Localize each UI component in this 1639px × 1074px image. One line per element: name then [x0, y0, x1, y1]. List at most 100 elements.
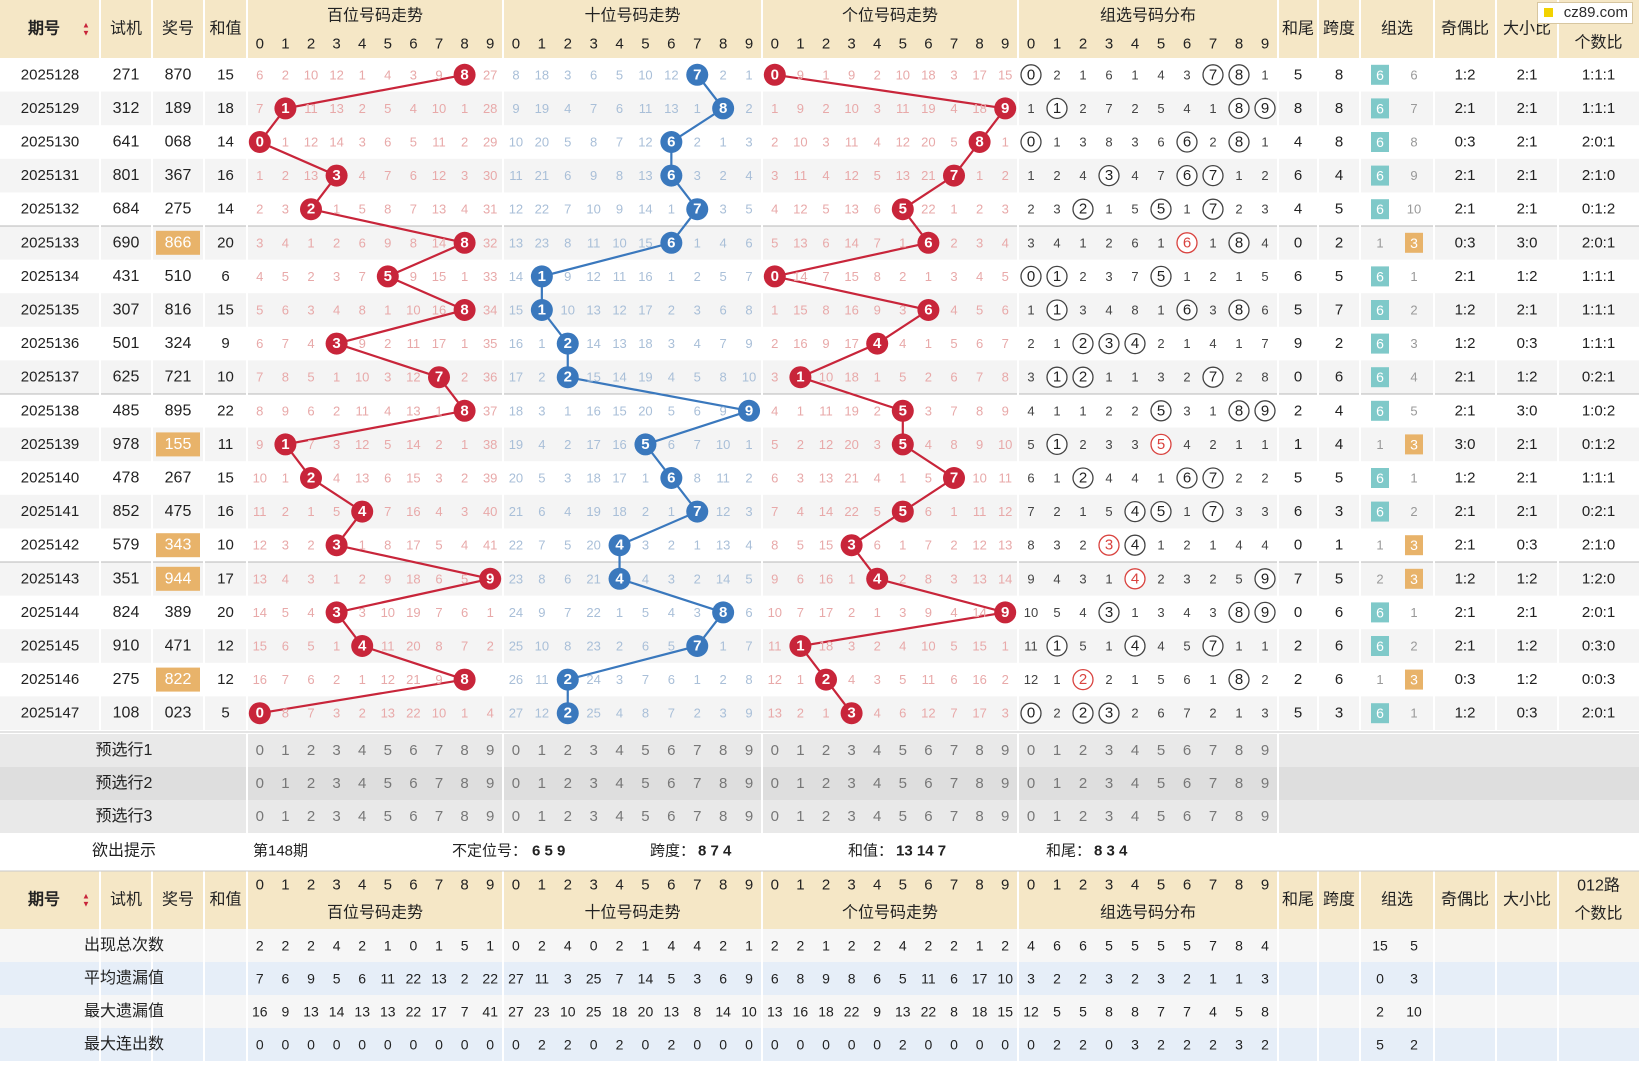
- miss-count: 3: [616, 672, 623, 687]
- stats-label: 最大遗漏值: [84, 1002, 164, 1020]
- miss-count: 16: [793, 336, 807, 351]
- group-miss-count: 1: [1157, 471, 1164, 486]
- miss-count: 2: [720, 67, 727, 82]
- group-miss-count: 1: [1235, 706, 1242, 721]
- miss-count: 1: [1002, 639, 1009, 654]
- group-hit-digit: 8: [1235, 302, 1243, 319]
- hit-ball-digit: 9: [1001, 604, 1009, 621]
- stats-value: 5: [1105, 938, 1113, 954]
- miss-count: 2: [282, 504, 289, 519]
- miss-count: 5: [899, 370, 906, 385]
- stats-value: 9: [307, 971, 315, 987]
- group-hit-ring: [1150, 265, 1172, 288]
- stats-value: 7: [256, 971, 264, 987]
- group-miss-count: 2: [1131, 706, 1138, 721]
- hit-ball-digit: 5: [899, 503, 907, 520]
- sum-tail-cell: 6: [1294, 503, 1302, 520]
- hit-ball-digit: 2: [307, 470, 315, 487]
- miss-count: 3: [797, 471, 804, 486]
- group-miss-count: 1: [1261, 437, 1268, 452]
- header-digit: 4: [615, 36, 623, 53]
- big-small-cell: 2:1: [1517, 100, 1538, 117]
- route-012-cell: 0:1:2: [1582, 436, 1615, 453]
- group-miss-count: 2: [1261, 168, 1268, 183]
- machine-cell: 824: [113, 604, 140, 621]
- hit-ball: [325, 332, 348, 355]
- preselect-digit: 4: [1131, 775, 1139, 792]
- group6-badge: [1371, 266, 1389, 287]
- miss-count: 22: [509, 538, 523, 553]
- miss-count: 1: [720, 135, 727, 150]
- miss-count: 4: [435, 504, 442, 519]
- hit-ball: [660, 467, 683, 489]
- odd-even-cell: 3:0: [1455, 436, 1476, 453]
- miss-count: 12: [355, 437, 369, 452]
- miss-count: 21: [921, 168, 935, 183]
- miss-count: 6: [976, 336, 983, 351]
- miss-count: 7: [822, 269, 829, 284]
- miss-count: 18: [921, 67, 935, 82]
- prize-cell: 155: [165, 436, 192, 453]
- miss-count: 18: [535, 67, 549, 82]
- miss-count: 7: [384, 504, 391, 519]
- group6-cell: 1: [1376, 538, 1383, 553]
- period-cell: 2025131: [21, 167, 79, 184]
- miss-count: 5: [282, 605, 289, 620]
- miss-count: 11: [998, 471, 1012, 486]
- period-cell: 2025137: [21, 369, 79, 386]
- miss-count: 20: [638, 403, 652, 418]
- footer-block-title: 十位号码走势: [584, 904, 680, 922]
- hint-sum-value: 13 14 7: [896, 843, 946, 860]
- miss-count: 7: [771, 504, 778, 519]
- miss-count: 4: [642, 571, 649, 586]
- sum-cell: 16: [217, 167, 234, 184]
- machine-cell: 478: [113, 470, 140, 487]
- sort-updown-icon: ▲: [82, 892, 90, 901]
- miss-count: 5: [461, 571, 468, 586]
- row-stripe: [0, 226, 1639, 260]
- miss-count: 34: [483, 303, 497, 318]
- miss-count: 13: [406, 403, 420, 418]
- span-cell: 6: [1335, 671, 1343, 688]
- row-stripe: [0, 629, 1639, 663]
- miss-count: 39: [483, 471, 497, 486]
- group-miss-count: 3: [1209, 605, 1216, 620]
- miss-count: 10: [406, 303, 420, 318]
- group-miss-count: 4: [1183, 605, 1190, 620]
- group-miss-count: 5: [1131, 202, 1138, 217]
- miss-count: 2: [616, 639, 623, 654]
- miss-count: 18: [406, 571, 420, 586]
- group-miss-count: 5: [1053, 605, 1060, 620]
- hit-ball-digit: 9: [1001, 100, 1009, 117]
- miss-count: 10: [921, 639, 935, 654]
- big-small-cell: 3:0: [1517, 234, 1538, 251]
- miss-count: 3: [384, 370, 391, 385]
- group3-cell: 2: [1410, 504, 1417, 519]
- miss-count: 8: [745, 303, 752, 318]
- stats-value: 23: [534, 1004, 550, 1020]
- preselect-digit: 7: [435, 808, 443, 825]
- miss-count: 7: [976, 370, 983, 385]
- miss-count: 3: [538, 403, 545, 418]
- miss-count: 14: [716, 571, 730, 586]
- group-miss-count: 1: [1261, 67, 1268, 82]
- stats-value: 0: [512, 938, 520, 954]
- miss-count: 15: [998, 67, 1012, 82]
- span-cell: 4: [1335, 167, 1343, 184]
- hit-ball: [968, 131, 991, 153]
- sum-cell: 12: [217, 638, 234, 655]
- miss-count: 12: [768, 672, 782, 687]
- miss-count: 5: [307, 370, 314, 385]
- footer-digit: 9: [1001, 877, 1009, 894]
- miss-count: 7: [668, 706, 675, 721]
- big-small-cell: 1:2: [1517, 570, 1538, 587]
- stats-value: 6: [1053, 938, 1061, 954]
- hit-ball: [248, 702, 271, 725]
- odd-even-cell: 1:2: [1455, 66, 1476, 83]
- hit-ball-digit: 2: [564, 705, 572, 722]
- miss-count: 2: [461, 135, 468, 150]
- miss-count: 1: [694, 672, 701, 687]
- miss-count: 2: [848, 605, 855, 620]
- group6-cell: 2: [1376, 571, 1383, 586]
- sum-cell: 12: [217, 671, 234, 688]
